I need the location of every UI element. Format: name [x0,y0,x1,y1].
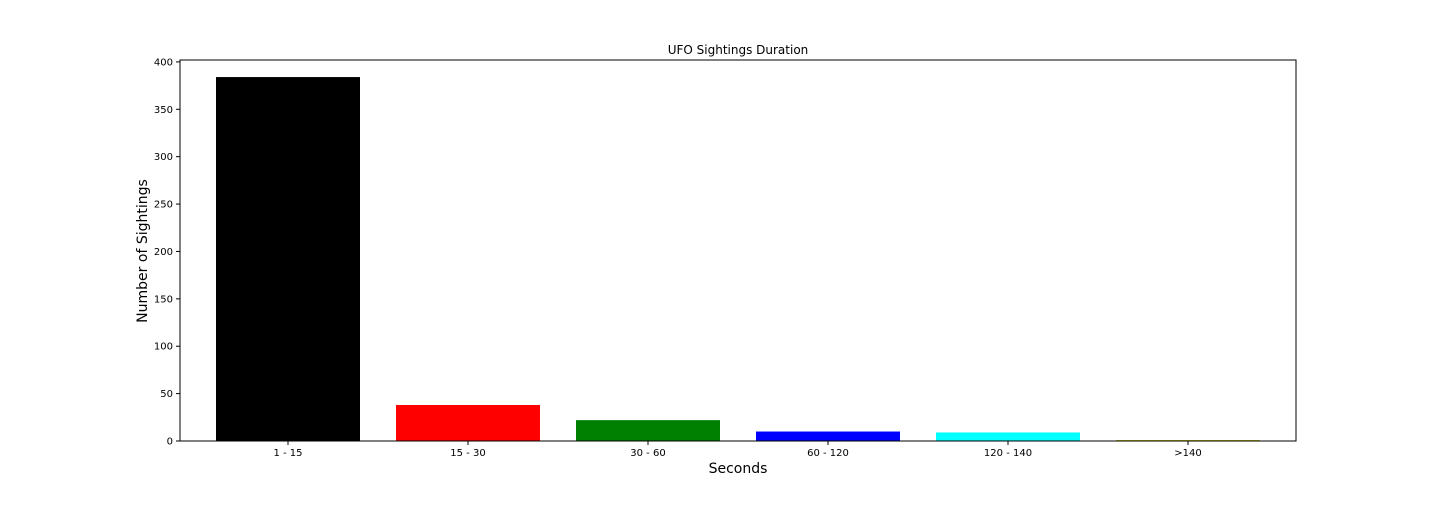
x-axis-label: Seconds [709,461,768,477]
x-tick-label: 15 - 30 [450,448,485,459]
y-axis-label: Number of Sightings [135,179,151,323]
chart-title: UFO Sightings Duration [668,43,809,57]
y-tick-label: 100 [154,342,173,353]
bar-3 [756,431,900,441]
y-tick-label: 0 [167,437,173,448]
x-tick-label: 1 - 15 [273,448,302,459]
x-tick-label: 60 - 120 [807,448,849,459]
plot-frame [179,59,1297,442]
y-tick-label: 200 [154,247,173,258]
y-axis-ticks: 0 50 100 150 200 250 300 350 400 [154,57,180,448]
y-tick-label: 350 [154,105,173,116]
x-tick-label: >140 [1174,448,1201,459]
x-axis-ticks: 1 - 15 15 - 30 30 - 60 60 - 120 120 - 140 >14… [273,441,1202,459]
x-tick-label: 120 - 140 [984,448,1032,459]
y-tick-label: 50 [160,389,173,400]
y-tick-label: 300 [154,152,173,163]
y-tick-label: 150 [154,294,173,305]
bar-2 [576,420,720,441]
x-tick-label: 30 - 60 [630,448,665,459]
bar-1 [396,404,540,441]
y-tick-label: 250 [154,200,173,211]
bars [216,77,1260,442]
y-tick-label: 400 [154,57,173,68]
bar-4 [936,432,1080,441]
bar-0 [216,77,360,442]
